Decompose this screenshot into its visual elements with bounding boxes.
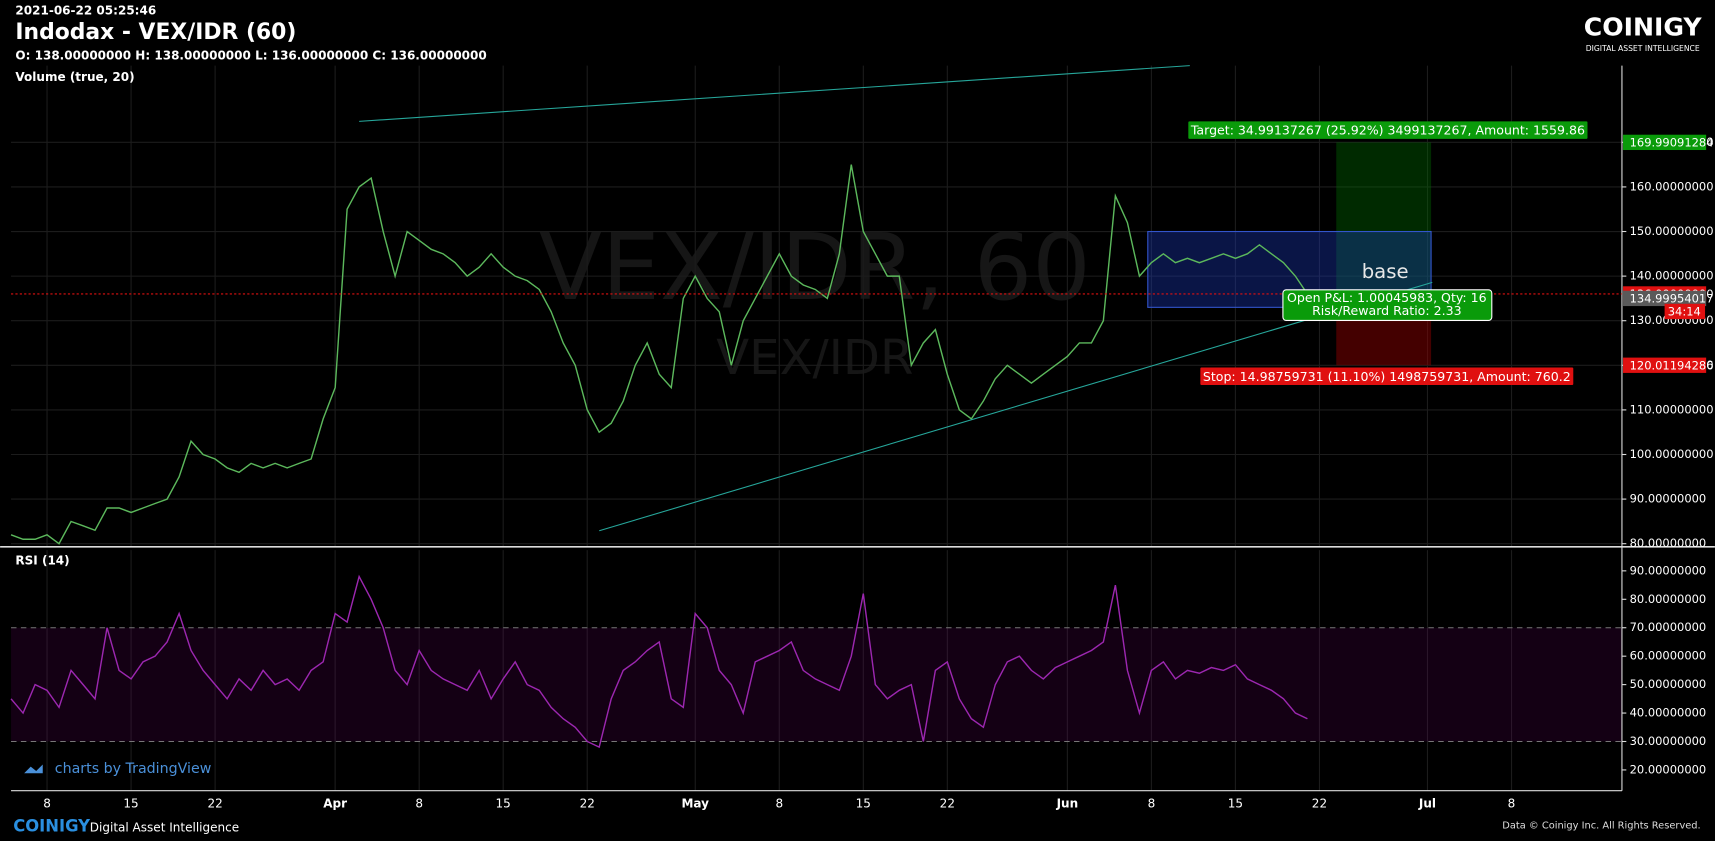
x-tick-label: Jul [1418, 796, 1436, 810]
y-tick-label: 20.00000000 [1630, 762, 1707, 776]
target-zone [1336, 142, 1432, 299]
price-line [10, 164, 1309, 545]
pnl-label: Open P&L: 1.00045983, Qty: 16 [1287, 290, 1487, 305]
y-tick-label: 90.00000000 [1630, 492, 1707, 506]
stop-label-box [1200, 367, 1574, 385]
trend-line [599, 281, 1433, 532]
pnl-box [1282, 289, 1493, 321]
x-tick-label: 8 [1508, 796, 1516, 810]
tradingview-text: charts by TradingView [55, 761, 212, 777]
x-tick-label: Jun [1056, 796, 1079, 810]
y-tick-label: 30.00000000 [1630, 734, 1707, 748]
target-label: Target: 34.99137267 (25.92%) 3499137267,… [1190, 123, 1585, 138]
ohlc: O: 138.00000000 H: 138.00000000 L: 136.0… [15, 48, 486, 62]
y-tick-label: 40.00000000 [1630, 706, 1707, 720]
watermark: VEX/IDR, 60 [539, 214, 1091, 321]
x-tick-label: 8 [1148, 796, 1156, 810]
ratio-label: Risk/Reward Ratio: 2.33 [1312, 303, 1461, 318]
y-tick-label: 150.00000000 [1630, 224, 1714, 238]
x-tick-label: Apr [323, 796, 347, 810]
x-tick-label: 15 [856, 796, 871, 810]
y-tick-label: 50.00000000 [1630, 677, 1707, 691]
stop-label: Stop: 14.98759731 (11.10%) 1498759731, A… [1203, 369, 1571, 384]
y-tick-label: 100.00000000 [1630, 447, 1714, 461]
x-tick-label: 15 [1228, 796, 1243, 810]
trend-line [359, 65, 1190, 122]
x-tick-label: 15 [496, 796, 511, 810]
price-marker-label: 120.01194286 [1630, 358, 1714, 372]
x-tick-label: 22 [580, 796, 595, 810]
price-marker-label: 169.99091284 [1630, 135, 1714, 149]
countdown-box [1664, 303, 1706, 320]
rsi-label: RSI (14) [15, 554, 69, 568]
price-marker-label: 134.99954017 [1630, 291, 1714, 305]
x-tick-label: 22 [1312, 796, 1327, 810]
timestamp: 2021-06-22 05:25:46 [15, 3, 156, 17]
y-tick-label: 60.00000000 [1630, 649, 1707, 663]
y-tick-label: 160.00000000 [1630, 179, 1714, 193]
logo-tagline: DIGITAL ASSET INTELLIGENCE [1586, 44, 1700, 53]
rsi-line [10, 574, 1308, 749]
price-marker [1623, 357, 1707, 373]
x-tick-label: 15 [123, 796, 138, 810]
indicator-label: Volume (true, 20) [15, 70, 134, 84]
price-marker [1623, 290, 1707, 307]
x-tick-label: 22 [940, 796, 955, 810]
footer-credit: Data © Coinigy Inc. All Rights Reserved. [1502, 821, 1700, 832]
countdown: 34:14 [1668, 304, 1701, 318]
target-label-box [1188, 121, 1588, 139]
y-tick-label: 80.00000000 [1630, 536, 1707, 550]
x-tick-label: 8 [415, 796, 423, 810]
base-label: base [1362, 260, 1409, 283]
footer-tagline: Digital Asset Intelligence [90, 820, 239, 834]
x-tick-label: May [681, 796, 709, 810]
rsi-band [11, 627, 1622, 742]
back-layer: VEX/IDR, 60 VEX/IDR [11, 65, 1622, 791]
y-tick-label: 140.00000000 [1630, 269, 1714, 283]
footer-logo: COINIGY [13, 816, 91, 835]
x-tick-label: 8 [43, 796, 51, 810]
x-tick-label: 22 [207, 796, 222, 810]
x-tick-label: 8 [775, 796, 783, 810]
logo: COINIGY [1584, 12, 1703, 41]
y-tick-label: 80.00000000 [1630, 592, 1707, 606]
y-tick-label: 110.00000000 [1630, 402, 1714, 416]
watermark-small: VEX/IDR [716, 330, 913, 386]
price-marker [1623, 134, 1707, 151]
y-tick-label: 70.00000000 [1630, 620, 1707, 634]
chart-title: Indodax - VEX/IDR (60) [15, 20, 296, 45]
y-tick-label: 90.00000000 [1630, 563, 1707, 577]
